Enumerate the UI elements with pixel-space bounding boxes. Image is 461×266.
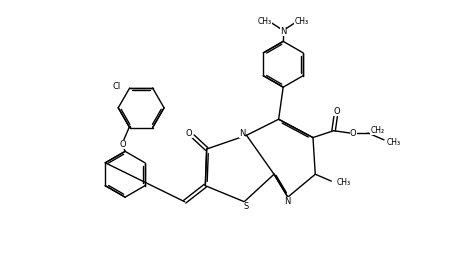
Text: N: N [280, 27, 286, 36]
Text: CH₃: CH₃ [295, 17, 308, 26]
Text: O: O [333, 106, 340, 115]
Text: O: O [186, 130, 193, 138]
Text: S: S [244, 202, 249, 211]
Text: CH₃: CH₃ [258, 17, 272, 26]
Text: O: O [119, 140, 126, 149]
Text: N: N [239, 130, 245, 138]
Text: CH₂: CH₂ [370, 126, 384, 135]
Text: O: O [350, 128, 357, 138]
Text: CH₃: CH₃ [337, 178, 351, 187]
Text: N: N [284, 197, 291, 206]
Text: Cl: Cl [112, 82, 120, 91]
Text: CH₃: CH₃ [386, 138, 401, 147]
